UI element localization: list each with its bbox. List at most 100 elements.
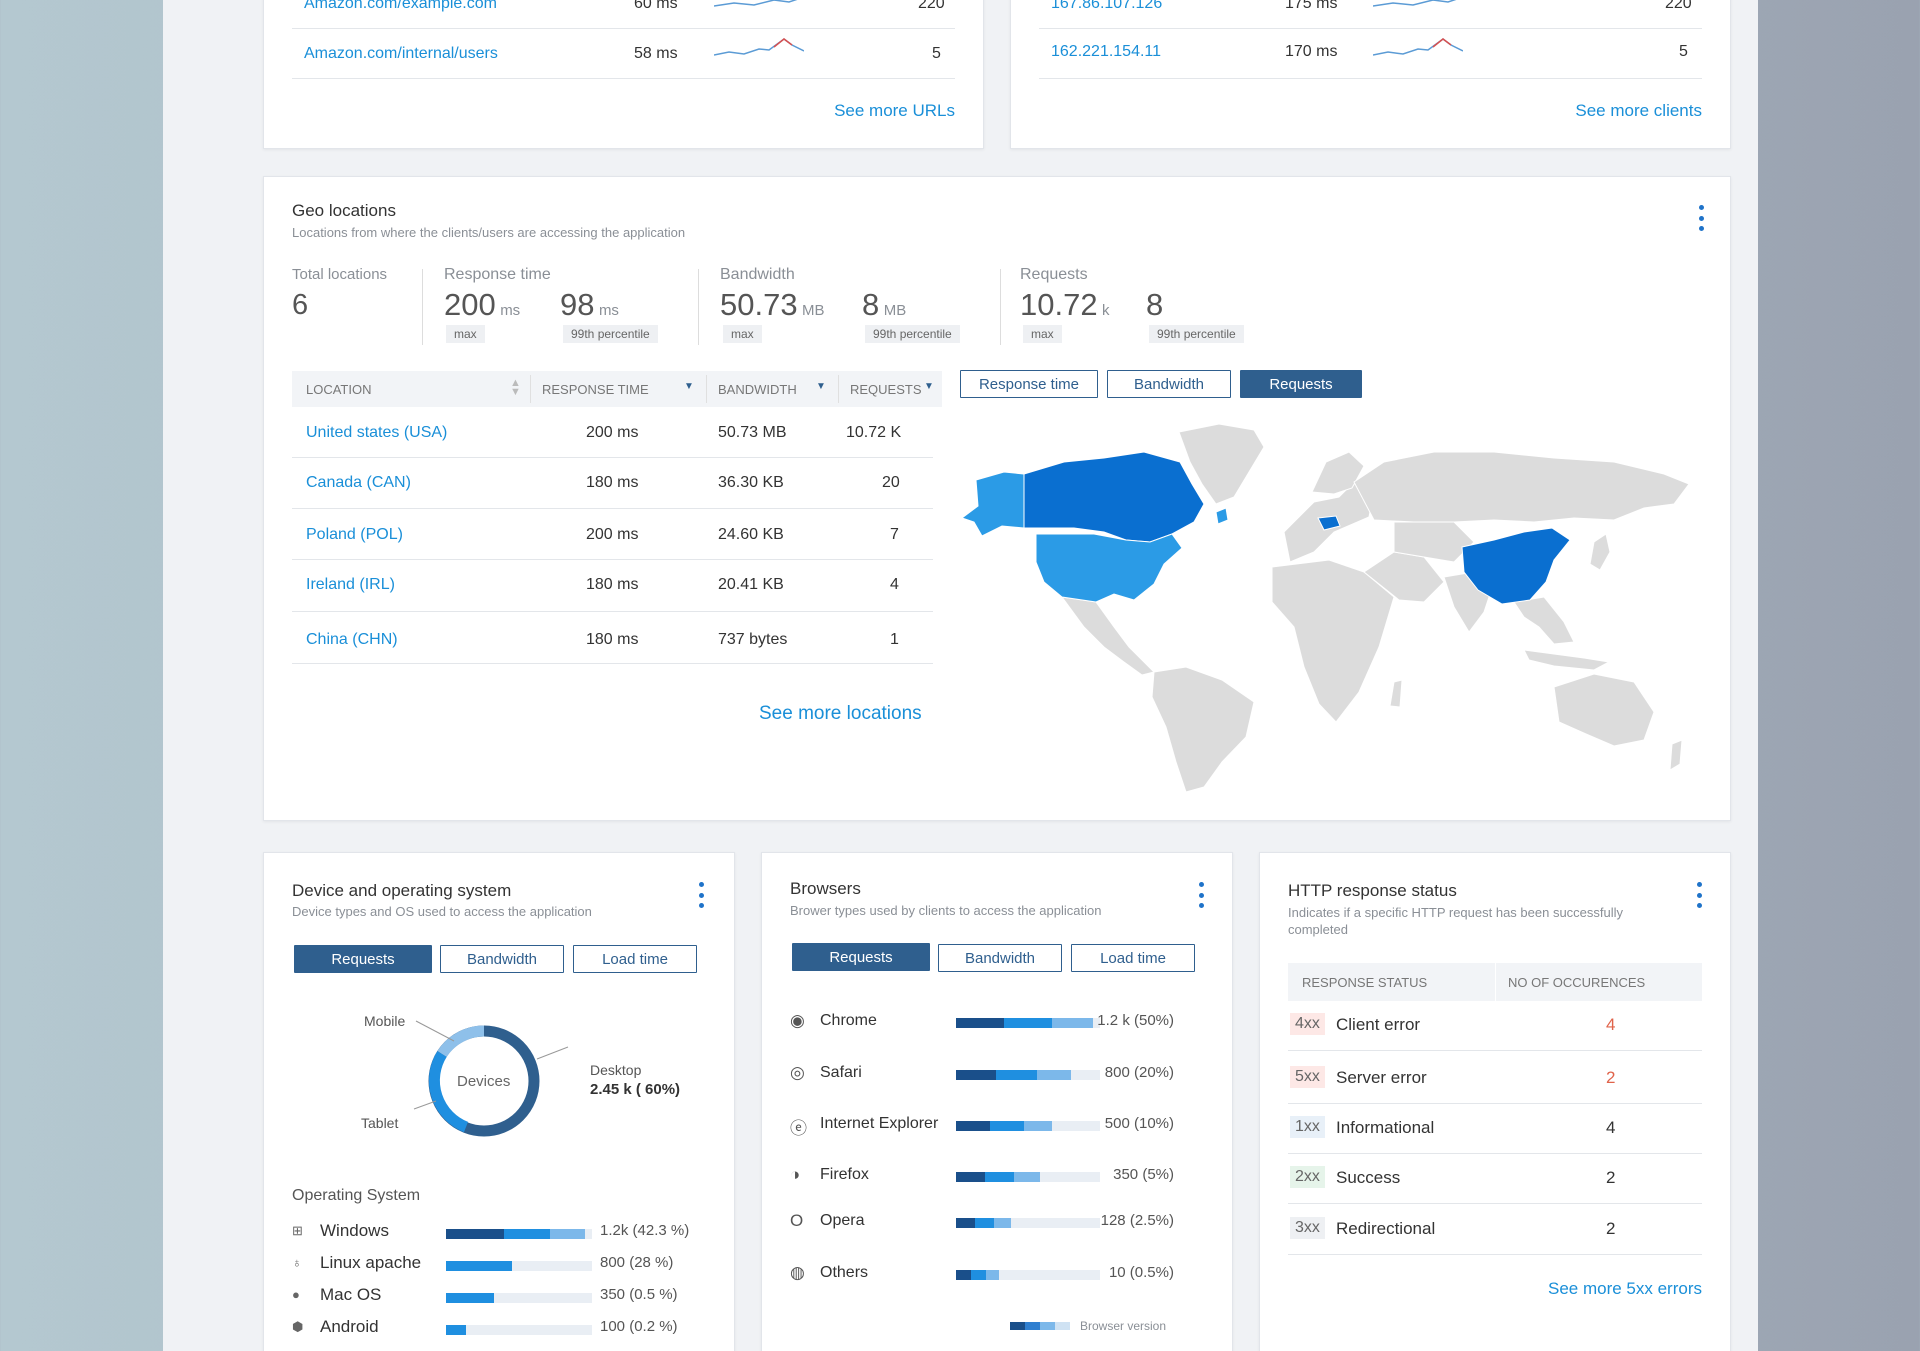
client-ip-link[interactable]: 167.86.107.126 bbox=[1051, 0, 1163, 12]
location-link[interactable]: Poland (POL) bbox=[306, 526, 403, 543]
stat-value: 98 bbox=[560, 287, 595, 322]
url-response-time: 60 ms bbox=[634, 0, 678, 12]
column-header-status: RESPONSE STATUS bbox=[1302, 975, 1428, 990]
firefox-icon: ◑ bbox=[790, 1165, 801, 1184]
requests-max-stat: 10.72 k bbox=[1020, 287, 1110, 323]
table-row[interactable]: United states (USA) 200 ms 50.73 MB 10.7… bbox=[292, 407, 933, 458]
stat-unit: k bbox=[1102, 302, 1110, 319]
divider bbox=[706, 375, 707, 403]
status-label: Redirectional bbox=[1336, 1219, 1436, 1238]
world-map[interactable] bbox=[954, 422, 1694, 792]
occurrence-count: 4 bbox=[1606, 1015, 1616, 1034]
leader-line bbox=[415, 1020, 455, 1042]
occurrence-count: 2 bbox=[1606, 1219, 1616, 1238]
more-options-icon[interactable] bbox=[697, 882, 705, 908]
client-ip-link[interactable]: 162.221.154.11 bbox=[1051, 43, 1162, 60]
os-bar bbox=[446, 1229, 592, 1239]
browser-name: Firefox bbox=[820, 1166, 869, 1183]
os-value: 350 (0.5 %) bbox=[600, 1286, 678, 1303]
table-row[interactable]: Amazon.com/internal/users 58 ms 5 bbox=[292, 29, 955, 79]
browser-row[interactable]: ◍ Others 10 (0.5%) bbox=[790, 1261, 1210, 1291]
see-more-urls-link[interactable]: See more URLs bbox=[834, 101, 955, 120]
os-row[interactable]: ♁ Linux apache 800 (28 %) bbox=[292, 1251, 722, 1281]
map-africa bbox=[1271, 559, 1395, 723]
browser-name: Internet Explorer bbox=[820, 1115, 939, 1132]
os-row[interactable]: ⊞ Windows 1.2k (42.3 %) bbox=[292, 1219, 722, 1249]
client-response-time: 170 ms bbox=[1285, 43, 1338, 60]
see-more-locations-link[interactable]: See more locations bbox=[759, 703, 922, 724]
cell-requests: 7 bbox=[890, 526, 899, 543]
toggle-requests[interactable]: Requests bbox=[792, 943, 930, 971]
stat-value: 8 bbox=[1146, 287, 1164, 322]
response-time-label: Response time bbox=[444, 266, 551, 283]
toggle-requests[interactable]: Requests bbox=[294, 945, 432, 973]
cell-requests: 10.72 K bbox=[846, 424, 902, 441]
card-title: Geo locations bbox=[292, 201, 396, 220]
card-title: Browsers bbox=[790, 879, 861, 898]
browser-value: 1.2 k (50%) bbox=[1097, 1012, 1174, 1029]
table-row[interactable]: 162.221.154.11 170 ms 5 bbox=[1039, 29, 1702, 79]
map-new-zealand bbox=[1669, 739, 1683, 771]
toggle-load-time[interactable]: Load time bbox=[1071, 944, 1195, 972]
browser-row[interactable]: ◎ Safari 800 (20%) bbox=[790, 1061, 1210, 1091]
toggle-load-time[interactable]: Load time bbox=[573, 945, 697, 973]
browser-row[interactable]: O Opera 128 (2.5%) bbox=[790, 1209, 1210, 1239]
toggle-bandwidth[interactable]: Bandwidth bbox=[440, 945, 564, 973]
url-link[interactable]: Amazon.com/example.com bbox=[304, 0, 497, 12]
table-row[interactable]: 2xx Success 2 bbox=[1288, 1154, 1702, 1204]
location-link[interactable]: United states (USA) bbox=[306, 424, 448, 441]
toggle-bandwidth[interactable]: Bandwidth bbox=[1107, 370, 1231, 398]
more-options-icon[interactable] bbox=[1697, 205, 1705, 231]
sort-desc-icon[interactable]: ▼ bbox=[684, 381, 694, 392]
status-label: Server error bbox=[1336, 1068, 1427, 1087]
browser-bar bbox=[956, 1218, 1100, 1228]
os-row[interactable]: ● Mac OS 350 (0.5 %) bbox=[292, 1283, 722, 1313]
table-row[interactable]: 1xx Informational 4 bbox=[1288, 1104, 1702, 1154]
legend-swatch bbox=[1010, 1322, 1070, 1330]
devices-donut-chart[interactable] bbox=[324, 1001, 684, 1161]
sort-desc-icon[interactable]: ▼ bbox=[924, 381, 934, 392]
map-greenland bbox=[1178, 423, 1265, 505]
browser-row[interactable]: ◉ Chrome 1.2 k (50%) bbox=[790, 1009, 1210, 1039]
http-status-card: HTTP response status Indicates if a spec… bbox=[1259, 852, 1731, 1351]
browser-row[interactable]: ⓔ Internet Explorer 500 (10%) bbox=[790, 1112, 1210, 1142]
table-row[interactable]: 3xx Redirectional 2 bbox=[1288, 1205, 1702, 1255]
more-options-icon[interactable] bbox=[1695, 882, 1703, 908]
browser-bar bbox=[956, 1018, 1100, 1028]
url-count: 220 bbox=[918, 0, 945, 12]
browser-row[interactable]: ◑ Firefox 350 (5%) bbox=[790, 1163, 1210, 1193]
browser-bar bbox=[956, 1070, 1100, 1080]
see-more-clients-link[interactable]: See more clients bbox=[1575, 101, 1702, 120]
table-row[interactable]: Canada (CAN) 180 ms 36.30 KB 20 bbox=[292, 458, 933, 509]
column-header-response-time[interactable]: RESPONSE TIME bbox=[542, 382, 649, 397]
more-options-icon[interactable] bbox=[1197, 882, 1205, 908]
location-link[interactable]: Canada (CAN) bbox=[306, 474, 411, 491]
toggle-response-time[interactable]: Response time bbox=[960, 370, 1098, 398]
location-link[interactable]: Ireland (IRL) bbox=[306, 576, 395, 593]
table-row[interactable]: 4xx Client error 4 bbox=[1288, 1001, 1702, 1051]
column-header-location[interactable]: LOCATION bbox=[306, 382, 372, 397]
table-row[interactable]: Ireland (IRL) 180 ms 20.41 KB 4 bbox=[292, 560, 933, 612]
table-row[interactable]: Poland (POL) 200 ms 24.60 KB 7 bbox=[292, 509, 933, 560]
url-link[interactable]: Amazon.com/internal/users bbox=[304, 45, 498, 62]
toggle-bandwidth[interactable]: Bandwidth bbox=[938, 944, 1062, 972]
table-row[interactable]: Amazon.com/example.com 60 ms 220 bbox=[292, 0, 955, 29]
table-row[interactable]: 5xx Server error 2 bbox=[1288, 1054, 1702, 1104]
os-bar bbox=[446, 1325, 592, 1335]
occurrence-count: 2 bbox=[1606, 1168, 1616, 1187]
sort-desc-icon[interactable]: ▼ bbox=[816, 381, 826, 392]
table-row[interactable]: 167.86.107.126 175 ms 220 bbox=[1039, 0, 1702, 29]
sort-icon[interactable]: ▲ ▼ bbox=[510, 377, 521, 398]
column-header-bandwidth[interactable]: BANDWIDTH bbox=[718, 382, 797, 397]
divider bbox=[698, 269, 699, 345]
browser-value: 128 (2.5%) bbox=[1100, 1212, 1174, 1229]
location-link[interactable]: China (CHN) bbox=[306, 631, 398, 648]
browser-version-legend: Browser version bbox=[1010, 1319, 1166, 1333]
stat-unit: ms bbox=[500, 302, 521, 319]
table-row[interactable]: China (CHN) 180 ms 737 bytes 1 bbox=[292, 612, 933, 664]
os-row[interactable]: ⬢ Android 100 (0.2 %) bbox=[292, 1315, 722, 1345]
cell-requests: 20 bbox=[882, 474, 900, 491]
column-header-requests[interactable]: REQUESTS bbox=[850, 382, 922, 397]
toggle-requests[interactable]: Requests bbox=[1240, 370, 1362, 398]
see-more-5xx-link[interactable]: See more 5xx errors bbox=[1548, 1279, 1702, 1298]
